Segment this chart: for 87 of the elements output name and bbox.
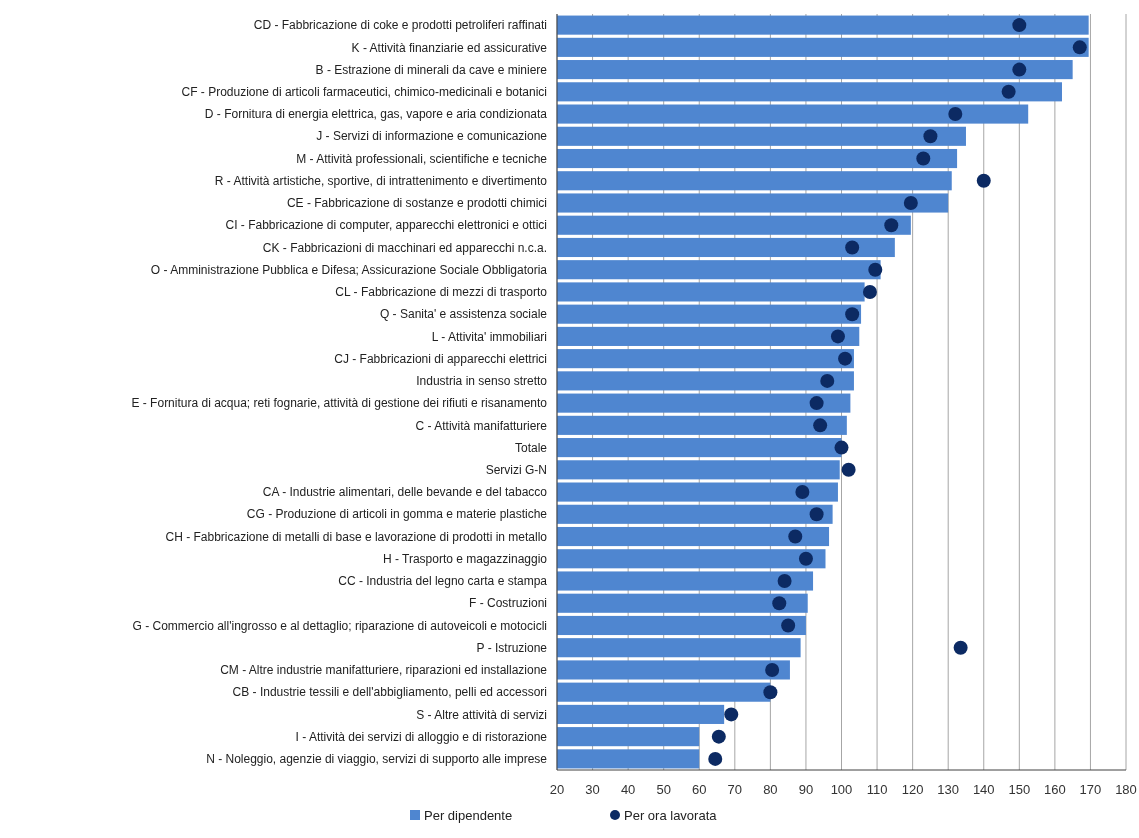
x-tick-label: 160 (1044, 782, 1066, 797)
point (923, 129, 938, 144)
y-tick-label: I - Attività dei servizi di alloggio e di ristorazione (295, 729, 548, 744)
y-tick-label: CH - Fabbricazione di metalli di base e lavorazione di prodotti in metallo (165, 529, 548, 544)
point (868, 262, 883, 277)
point (795, 485, 810, 500)
point (1012, 18, 1027, 33)
y-tick-label: CF - Produzione di articoli farmaceutici, chimico-medicinali e botanici (181, 85, 547, 100)
y-tick-label: M - Attività professionali, scientifiche e tecniche (296, 151, 548, 166)
x-tick-label: 50 (656, 782, 671, 797)
y-tick-label: R - Attività artistiche, sportive, di intrattenimento e divertimento (214, 173, 548, 188)
y-tick-label: S - Altre attività di servizi (416, 707, 547, 722)
y-tick-label: G - Commercio all'ingrosso e al dettaglio; riparazione di autoveicoli e motocicli (132, 618, 547, 633)
x-tick-label: 90 (798, 782, 814, 797)
y-tick-label: CI - Fabbricazione di computer, apparecchi elettronici e ottici (225, 218, 547, 233)
point (884, 218, 899, 233)
x-tick-label: 170 (1079, 782, 1102, 797)
y-tick-label: D - Fornitura di energia elettrica, gas, vapore e aria condizionata (204, 107, 548, 122)
y-tick-label: CB - Industrie tessili e dell'abbigliamento, pelli ed accessori (232, 685, 547, 700)
y-tick-label: F - Costruzioni (468, 596, 547, 611)
legend-label: Per dipendente (424, 808, 513, 823)
x-tick-label: 100 (830, 782, 853, 797)
point (948, 107, 963, 122)
x-tick-label: 150 (1008, 782, 1031, 797)
point (830, 329, 845, 344)
point (813, 418, 828, 433)
y-tick-label: C - Attività manifatturiere (415, 418, 548, 433)
y-tick-label: K - Attività finanziarie ed assicurative (351, 40, 548, 55)
y-tick-label: CL - Fabbricazione di mezzi di trasporto (335, 285, 548, 300)
y-tick-label: Q - Sanita' e assistenza sociale (379, 307, 548, 322)
point (845, 240, 860, 255)
point (845, 307, 860, 322)
x-tick-label: 180 (1115, 782, 1137, 797)
y-tick-label: CE - Fabbricazione di sostanze e prodotti chimici (286, 196, 547, 211)
y-tick-label: L - Attivita' immobiliari (431, 329, 547, 344)
point (916, 151, 931, 166)
point (777, 574, 792, 588)
y-tick-label: B - Estrazione di minerali da cave e miniere (315, 62, 548, 77)
point (763, 685, 778, 700)
point (809, 396, 824, 411)
x-tick-label: 120 (901, 782, 924, 797)
y-tick-label: CJ - Fabbricazioni di apparecchi elettrici (334, 351, 547, 366)
point (781, 618, 796, 633)
x-tick-label: 70 (727, 782, 743, 797)
x-tick-label: 110 (866, 782, 888, 797)
x-tick-label: 60 (692, 782, 707, 797)
y-tick-label: CA - Industrie alimentari, delle bevande e del tabacco (262, 485, 548, 500)
y-tick-label: N - Noleggio, agenzie di viaggio, servizi di supporto alle imprese (206, 752, 548, 767)
point (1012, 62, 1027, 77)
y-tick-label: CD - Fabbricazione di coke e prodotti petroliferi raffinati (253, 18, 547, 33)
y-tick-label: CM - Altre industrie manifatturiere, riparazioni ed installazione (220, 663, 548, 678)
point (724, 707, 739, 722)
y-tick-label: CG - Produzione di articoli in gomma e materie plastiche (246, 507, 548, 522)
y-tick-label: H - Trasporto e magazzinaggio (382, 551, 548, 566)
point (708, 751, 723, 766)
point (976, 173, 991, 188)
x-tick-label: 40 (620, 782, 636, 797)
point (765, 662, 780, 677)
y-tick-label: P - Istruzione (476, 640, 548, 655)
point (809, 507, 824, 522)
point (903, 196, 918, 210)
point (820, 373, 835, 388)
point (788, 529, 803, 544)
point (772, 596, 787, 611)
legend-label: Per ora lavorata (624, 808, 718, 823)
y-tick-label: J - Servizi di informazione e comunicazione (316, 129, 548, 144)
y-tick-label: Servizi G-N (485, 463, 547, 478)
x-tick-label: 20 (549, 782, 565, 797)
x-tick-label: 130 (937, 782, 960, 797)
y-tick-label: Totale (514, 440, 548, 455)
point (838, 351, 853, 366)
point (1001, 84, 1016, 99)
y-tick-label: CC - Industria del legno carta e stampa (338, 574, 548, 589)
point (953, 640, 968, 655)
y-tick-label: CK - Fabbricazioni di macchinari ed apparecchi n.c.a. (262, 240, 547, 255)
y-tick-label: E - Fornitura di acqua; reti fognarie, attività di gestione dei rifiuti e risanamento (131, 396, 548, 411)
point (862, 284, 877, 299)
point (798, 551, 813, 566)
y-tick-label: O - Amministrazione Pubblica e Difesa; Assicurazione Sociale Obbligatoria (150, 262, 548, 277)
y-tick-label: Industria in senso stretto (416, 374, 548, 389)
x-tick-label: 140 (972, 782, 995, 797)
point (834, 440, 849, 455)
x-tick-label: 80 (763, 782, 778, 797)
point (1072, 40, 1087, 55)
point (841, 462, 856, 477)
x-tick-label: 30 (585, 782, 600, 797)
point (711, 729, 726, 744)
